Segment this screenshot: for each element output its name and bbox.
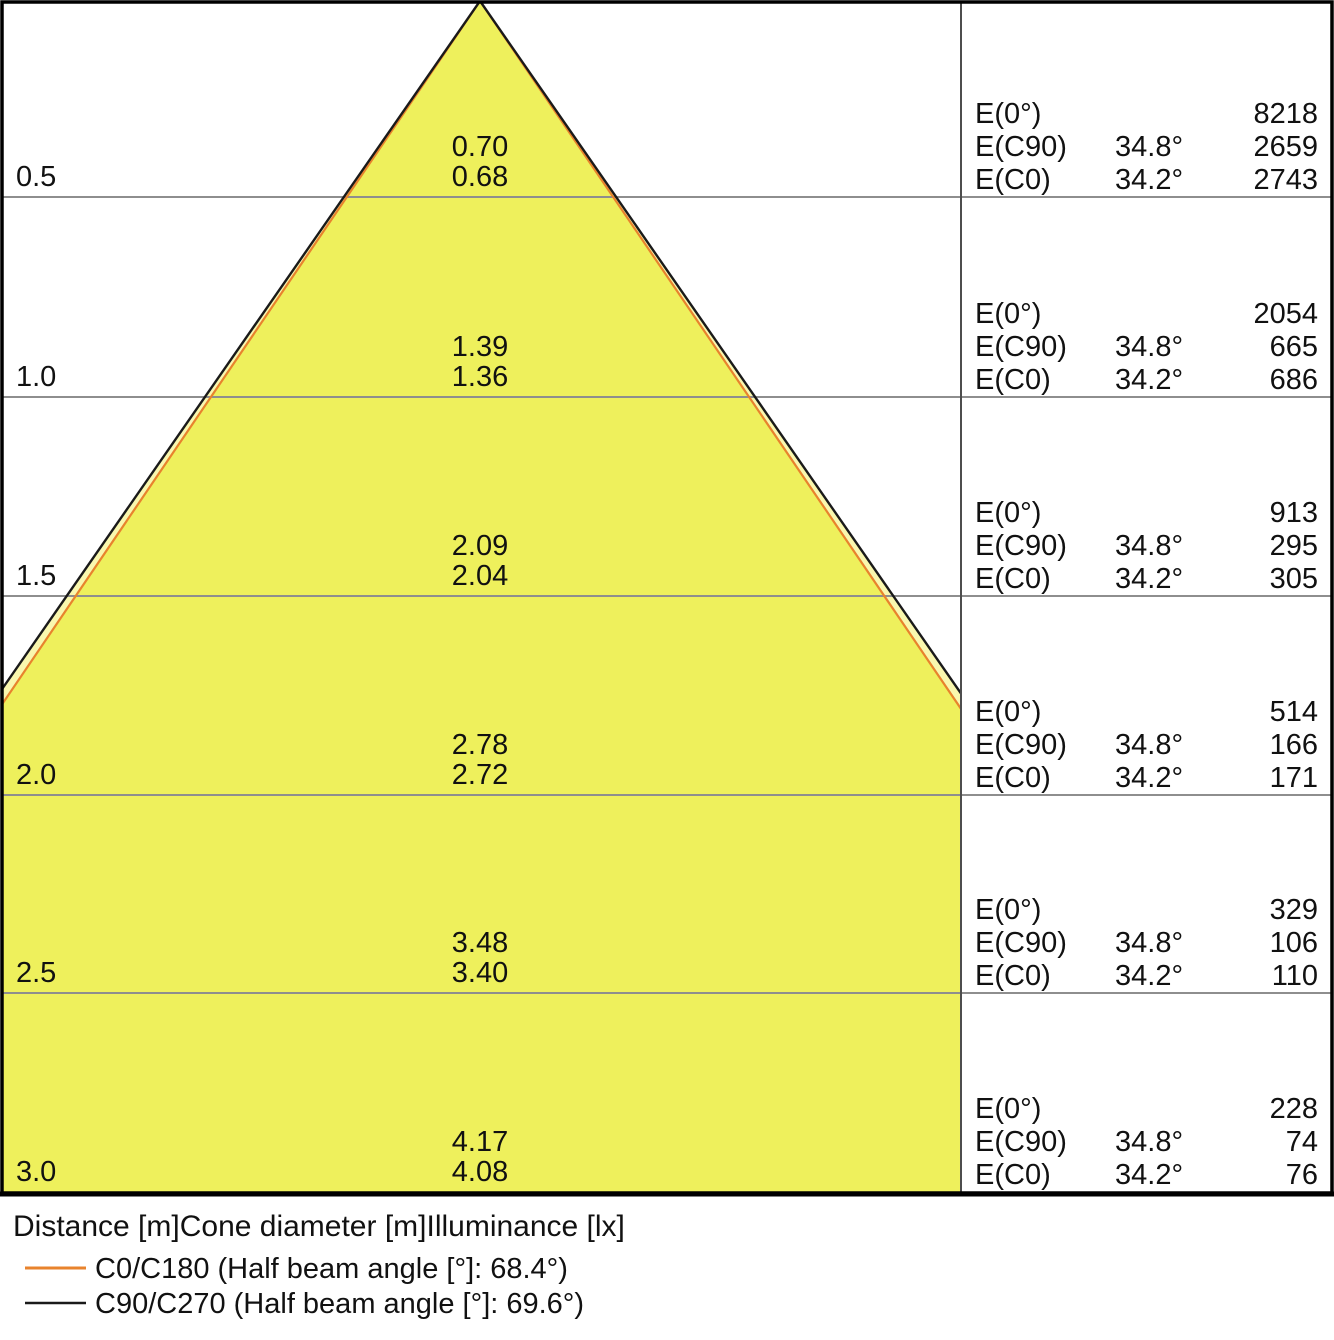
cone-diameter-c0: 0.68 xyxy=(452,161,508,193)
e0-value: 2054 xyxy=(1253,298,1318,330)
ec90-angle: 34.8° xyxy=(1115,331,1183,363)
row-1-5m: 1.5 2.09 2.04 E(0°) E(C90) E(C0) 34.8° 3… xyxy=(16,497,1318,595)
cone-diameter-c90: 4.17 xyxy=(452,1126,508,1158)
ec90-angle: 34.8° xyxy=(1115,729,1183,761)
e0-label: E(0°) xyxy=(975,696,1041,728)
e0-value: 514 xyxy=(1270,696,1318,728)
ec90-value: 2659 xyxy=(1253,131,1318,163)
ec90-label: E(C90) xyxy=(975,1126,1067,1158)
row-1-0m: 1.0 1.39 1.36 E(0°) E(C90) E(C0) 34.8° 3… xyxy=(16,298,1318,396)
ec0-angle: 34.2° xyxy=(1115,960,1183,992)
ec90-label: E(C90) xyxy=(975,131,1067,163)
legend-label-c0-c180: C0/C180 (Half beam angle [°]: 68.4°) xyxy=(95,1253,568,1285)
ec0-label: E(C0) xyxy=(975,762,1051,794)
e0-value: 913 xyxy=(1270,497,1318,529)
e0-label: E(0°) xyxy=(975,497,1041,529)
distance-label: 2.0 xyxy=(16,759,56,791)
distance-label: 0.5 xyxy=(16,161,56,193)
cone-diameter-c90: 3.48 xyxy=(452,927,508,959)
e0-value: 329 xyxy=(1270,894,1318,926)
cone-diameter-c90: 0.70 xyxy=(452,131,508,163)
distance-label: 1.0 xyxy=(16,361,56,393)
ec90-value: 295 xyxy=(1270,530,1318,562)
cone-diameter-c0: 1.36 xyxy=(452,361,508,393)
ec90-label: E(C90) xyxy=(975,331,1067,363)
ec0-label: E(C0) xyxy=(975,960,1051,992)
ec90-value: 106 xyxy=(1270,927,1318,959)
distance-label: 1.5 xyxy=(16,560,56,592)
ec90-angle: 34.8° xyxy=(1115,131,1183,163)
e0-label: E(0°) xyxy=(975,1093,1041,1125)
cone-diameter-c0: 4.08 xyxy=(452,1156,508,1188)
ec0-value: 110 xyxy=(1272,960,1318,992)
distance-label: 2.5 xyxy=(16,957,56,989)
row-2-5m: 2.5 3.48 3.40 E(0°) E(C90) E(C0) 34.8° 3… xyxy=(16,894,1318,992)
e0-label: E(0°) xyxy=(975,98,1041,130)
row-2-0m: 2.0 2.78 2.72 E(0°) E(C90) E(C0) 34.8° 3… xyxy=(16,696,1318,794)
ec90-label: E(C90) xyxy=(975,530,1067,562)
cone-fill-c0-inner xyxy=(3,3,960,1193)
cone-diameter-c90: 2.78 xyxy=(452,729,508,761)
cone-diameter-c0: 2.72 xyxy=(452,759,508,791)
distance-gridlines xyxy=(2,196,1332,994)
ec0-value: 2743 xyxy=(1253,164,1318,196)
ec90-angle: 34.8° xyxy=(1115,530,1183,562)
ec0-angle: 34.2° xyxy=(1115,164,1183,196)
ec0-label: E(C0) xyxy=(975,364,1051,396)
e0-label: E(0°) xyxy=(975,894,1041,926)
ec90-value: 166 xyxy=(1270,729,1318,761)
e0-value: 8218 xyxy=(1253,98,1318,130)
cone-diameter-c0: 2.04 xyxy=(452,560,508,592)
ec0-angle: 34.2° xyxy=(1115,1159,1183,1191)
cone-diameter-c90: 1.39 xyxy=(452,331,508,363)
legend-label-c90-c270: C90/C270 (Half beam angle [°]: 69.6°) xyxy=(95,1288,584,1320)
e0-value: 228 xyxy=(1270,1093,1318,1125)
axes-caption: Distance [m]Cone diameter [m]Illuminance… xyxy=(13,1210,625,1243)
ec90-value: 665 xyxy=(1270,331,1318,363)
ec0-value: 305 xyxy=(1270,563,1318,595)
row-0-5m: 0.5 0.70 0.68 E(0°) E(C90) E(C0) 34.8° 3… xyxy=(16,98,1318,196)
ec0-label: E(C0) xyxy=(975,164,1051,196)
ec0-label: E(C0) xyxy=(975,563,1051,595)
cone-diameter-c0: 3.40 xyxy=(452,957,508,989)
ec0-value: 686 xyxy=(1270,364,1318,396)
ec90-angle: 34.8° xyxy=(1115,1126,1183,1158)
cone-diameter-c90: 2.09 xyxy=(452,530,508,562)
ec90-angle: 34.8° xyxy=(1115,927,1183,959)
light-cone xyxy=(3,3,960,1193)
ec90-label: E(C90) xyxy=(975,729,1067,761)
row-3-0m: 3.0 4.17 4.08 E(0°) E(C90) E(C0) 34.8° 3… xyxy=(16,1093,1318,1191)
e0-label: E(0°) xyxy=(975,298,1041,330)
ec90-value: 74 xyxy=(1286,1126,1318,1158)
ec0-angle: 34.2° xyxy=(1115,364,1183,396)
ec90-label: E(C90) xyxy=(975,927,1067,959)
ec0-angle: 34.2° xyxy=(1115,563,1183,595)
ec0-angle: 34.2° xyxy=(1115,762,1183,794)
ec0-label: E(C0) xyxy=(975,1159,1051,1191)
footer: Distance [m]Cone diameter [m]Illuminance… xyxy=(13,1210,625,1320)
ec0-value: 171 xyxy=(1270,762,1318,794)
distance-label: 3.0 xyxy=(16,1156,56,1188)
ec0-value: 76 xyxy=(1286,1159,1318,1191)
